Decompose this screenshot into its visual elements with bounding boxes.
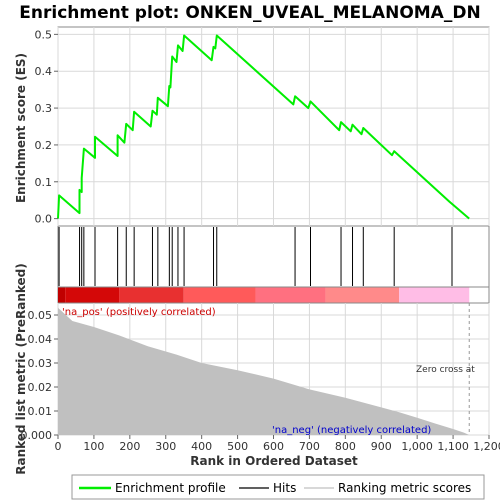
zero-cross-label: Zero cross at — [416, 365, 475, 375]
es-tick-label: 0.5 — [35, 28, 53, 41]
heat-segment — [58, 287, 66, 303]
x-axis: 0 100 200 300 400 500 600 700 800 900 1,000 1,100 1,… — [55, 435, 500, 453]
hits-panel — [57, 225, 490, 288]
x-tick-label: 200 — [119, 440, 140, 453]
legend — [71, 474, 485, 500]
metric-axis: 0.000 0.01 0.02 0.03 0.04 0.05 — [21, 309, 58, 442]
x-tick-label: 900 — [371, 440, 392, 453]
metric-tick-label: 0.01 — [28, 405, 53, 418]
metric-area — [58, 307, 470, 435]
heat-segment — [119, 287, 184, 303]
hit-marks — [58, 227, 453, 286]
es-tick-label: 0.1 — [35, 176, 53, 189]
x-tick-label: 1,200 — [473, 440, 500, 453]
metric-tick-label: 0.04 — [28, 333, 53, 346]
x-axis-title: Rank in Ordered Dataset — [190, 454, 358, 468]
x-tick-label: 700 — [299, 440, 320, 453]
metric-area-fill — [58, 307, 470, 435]
x-tick-label: 600 — [263, 440, 284, 453]
metric-tick-label: 0.02 — [28, 381, 53, 394]
es-line — [57, 34, 470, 220]
x-tick-label: 500 — [227, 440, 248, 453]
metric-tick-label: 0.000 — [21, 429, 53, 442]
metric-tick-label: 0.03 — [28, 357, 53, 370]
metric-tick-label: 0.05 — [28, 309, 53, 322]
x-tick-label: 100 — [83, 440, 104, 453]
es-axis-title: Enrichment score (ES) — [14, 53, 28, 203]
enrichment-profile — [57, 34, 470, 220]
es-tick-label: 0.0 — [35, 213, 53, 226]
es-tick-label: 0.4 — [35, 65, 53, 78]
chart-title: Enrichment plot: ONKEN_UVEAL_MELANOMA_DN — [19, 3, 480, 23]
legend-metric: Ranking metric scores — [338, 481, 471, 495]
x-tick-label: 800 — [335, 440, 356, 453]
heat-segment — [325, 287, 400, 303]
heat-segment — [399, 287, 470, 303]
x-tick-label: 0 — [55, 440, 62, 453]
x-tick-label: 300 — [155, 440, 176, 453]
metric-axis-title: Ranked list metric (PreRanked) — [14, 263, 28, 475]
neg-label: 'na_neg' (negatively correlated) — [272, 425, 431, 436]
es-axis: 0.0 0.1 0.2 0.3 0.4 0.5 — [35, 28, 58, 226]
x-tick-label: 1,100 — [437, 440, 469, 453]
heat-segment — [255, 287, 326, 303]
pos-label: 'na_pos' (positively correlated) — [62, 307, 216, 318]
es-grid — [57, 27, 490, 226]
heat-segment — [183, 287, 256, 303]
heat-segment — [65, 287, 120, 303]
legend-hits: Hits — [273, 481, 296, 495]
heatmap-segments — [58, 287, 470, 303]
es-tick-label: 0.3 — [35, 102, 53, 115]
x-tick-label: 400 — [191, 440, 212, 453]
es-tick-label: 0.2 — [35, 139, 53, 152]
x-tick-label: 1,000 — [401, 440, 433, 453]
legend-es: Enrichment profile — [115, 481, 226, 495]
